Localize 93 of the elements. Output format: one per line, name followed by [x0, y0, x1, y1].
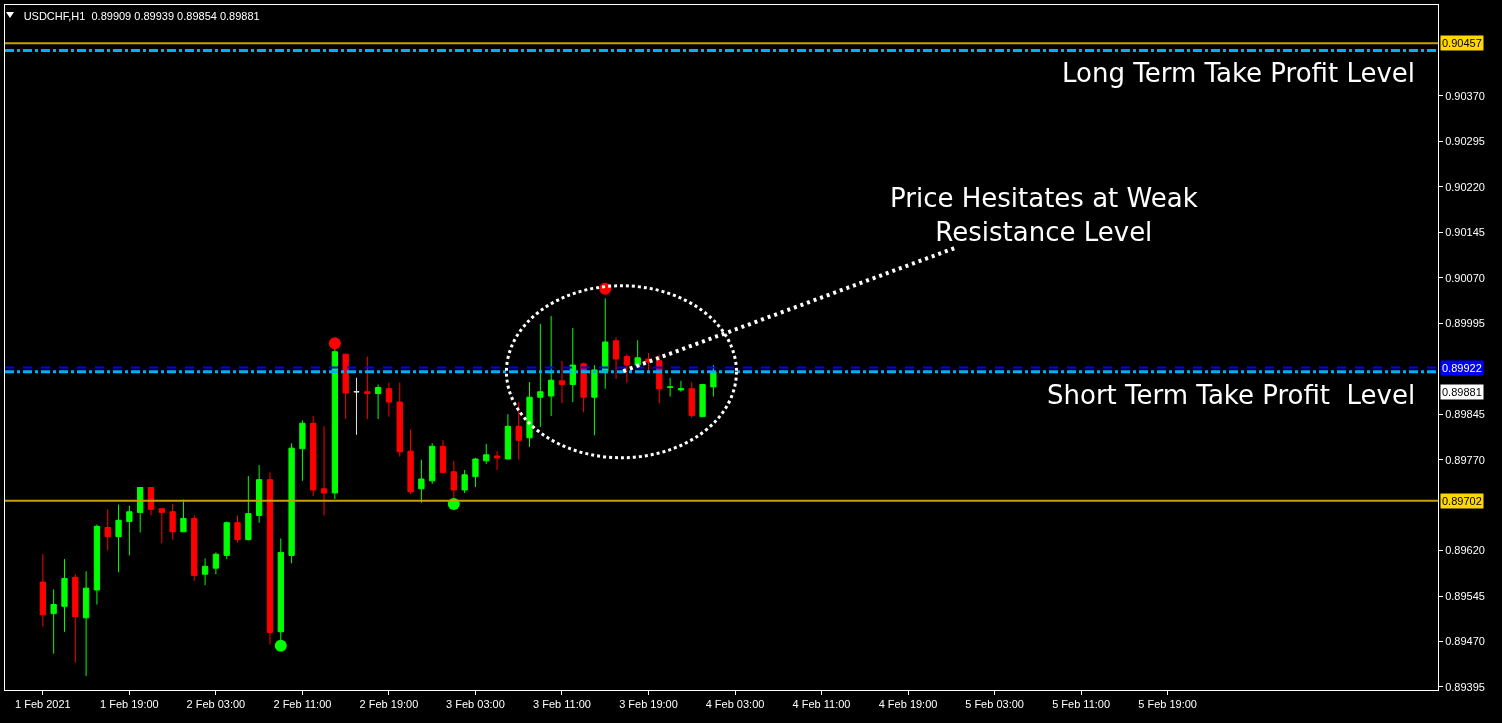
candlestick: [126, 505, 133, 556]
x-tick-label: 1 Feb 2021: [15, 698, 71, 711]
y-tick-label: 0.90070: [1445, 271, 1485, 284]
y-tick-label: 0.89845: [1445, 408, 1485, 421]
x-tick-label: 5 Feb 19:00: [1138, 698, 1197, 711]
candlestick: [429, 442, 436, 485]
candlestick: [39, 553, 46, 627]
candlestick: [504, 413, 512, 460]
x-tick-label: 3 Feb 11:00: [533, 698, 591, 711]
candlestick: [158, 508, 165, 544]
annotation: Short Term Take Profit Level: [1047, 380, 1416, 410]
candlestick: [418, 459, 425, 504]
candlestick: [666, 377, 674, 398]
candlestick: [310, 415, 317, 497]
ref-line-label: 0.89702: [1442, 495, 1482, 507]
y-tick-label: 0.89995: [1445, 317, 1485, 330]
x-tick-label: 2 Feb 19:00: [359, 698, 419, 711]
candlestick: [256, 464, 263, 524]
y-tick-label: 0.89620: [1445, 544, 1485, 557]
x-tick-label: 5 Feb 03:00: [965, 698, 1024, 711]
candlestick: [201, 557, 209, 586]
x-tick-label: 5 Feb 11:00: [1052, 698, 1111, 711]
candlestick: [320, 425, 328, 516]
candlestick: [472, 457, 479, 488]
y-tick-label: 0.89470: [1445, 635, 1485, 648]
candlestick: [612, 336, 620, 380]
ref-line-label: 0.90457: [1442, 37, 1482, 49]
y-tick-label: 0.89770: [1445, 453, 1485, 466]
candlestick: [374, 383, 382, 420]
candlestick: [245, 475, 252, 541]
candlestick: [634, 339, 641, 368]
candlestick: [623, 353, 631, 384]
candlestick: [353, 377, 360, 436]
candlestick: [191, 514, 198, 582]
candlestick: [50, 588, 57, 655]
candlestick: [288, 442, 295, 564]
point: [274, 639, 287, 652]
y-tick-label: 0.89545: [1445, 589, 1485, 602]
x-tick-label: 4 Feb 03:00: [705, 698, 765, 711]
candlestick: [266, 471, 274, 646]
candlestick: [364, 356, 371, 420]
x-tick-label: 4 Feb 19:00: [878, 698, 938, 711]
candlestick: [558, 360, 566, 404]
candlestick: [169, 503, 176, 541]
x-tick-label: 1 Feb 19:00: [100, 698, 159, 711]
candlestick: [548, 315, 555, 417]
candlestick: [212, 551, 220, 575]
candlestick: [385, 382, 393, 418]
x-tick-label: 2 Feb 11:00: [273, 698, 332, 711]
candlestick: [223, 520, 230, 560]
y-tick-label: 0.90145: [1445, 226, 1485, 239]
candlestick: [483, 443, 490, 465]
candlestick: [439, 439, 447, 473]
candlestick: [115, 504, 122, 573]
candlestick: [61, 558, 68, 633]
chart-title: USDCHF,H1 0.89909 0.89939 0.89854 0.89881: [23, 9, 260, 22]
ref-line-label: 0.89922: [1442, 362, 1482, 374]
candlestick: [461, 469, 468, 494]
candlestick: [602, 297, 609, 390]
x-tick-label: 3 Feb 03:00: [446, 698, 505, 711]
candlestick: [82, 570, 90, 677]
candlestick: [72, 573, 79, 664]
y-tick-label: 0.90370: [1445, 89, 1485, 102]
annotation: Price Hesitates at Weak Resistance Level: [890, 183, 1198, 247]
annotation: Long Term Take Profit Level: [1062, 58, 1416, 88]
candlestick: [93, 524, 101, 606]
candlestick: [591, 364, 598, 436]
candlestick: [569, 327, 576, 403]
candlestick: [526, 381, 533, 448]
candlestick: [180, 499, 187, 533]
annotation: 0.89881: [1442, 386, 1482, 398]
candlestick: [677, 380, 685, 393]
candlestick: [137, 487, 144, 533]
x-tick-label: 2 Feb 03:00: [186, 698, 246, 711]
y-tick-label: 0.89395: [1445, 680, 1485, 693]
candlestick: [710, 364, 717, 398]
candlestick: [234, 514, 241, 544]
y-tick-label: 0.90295: [1445, 135, 1485, 148]
candlestick: [342, 353, 349, 420]
candlestick: [407, 428, 414, 495]
candlestick: [147, 487, 155, 516]
candlestick: [688, 381, 695, 419]
candlestick: [104, 508, 111, 552]
candlestick: [699, 383, 706, 418]
candlestick: [299, 419, 306, 482]
x-tick-label: 4 Feb 11:00: [792, 698, 851, 711]
point: [328, 337, 341, 350]
candlestick: [493, 450, 501, 471]
y-tick-label: 0.90220: [1445, 180, 1485, 193]
candlestick: [515, 401, 522, 461]
candlestick: [396, 382, 403, 458]
x-tick-label: 3 Feb 19:00: [619, 698, 678, 711]
candlestick: [537, 323, 544, 428]
